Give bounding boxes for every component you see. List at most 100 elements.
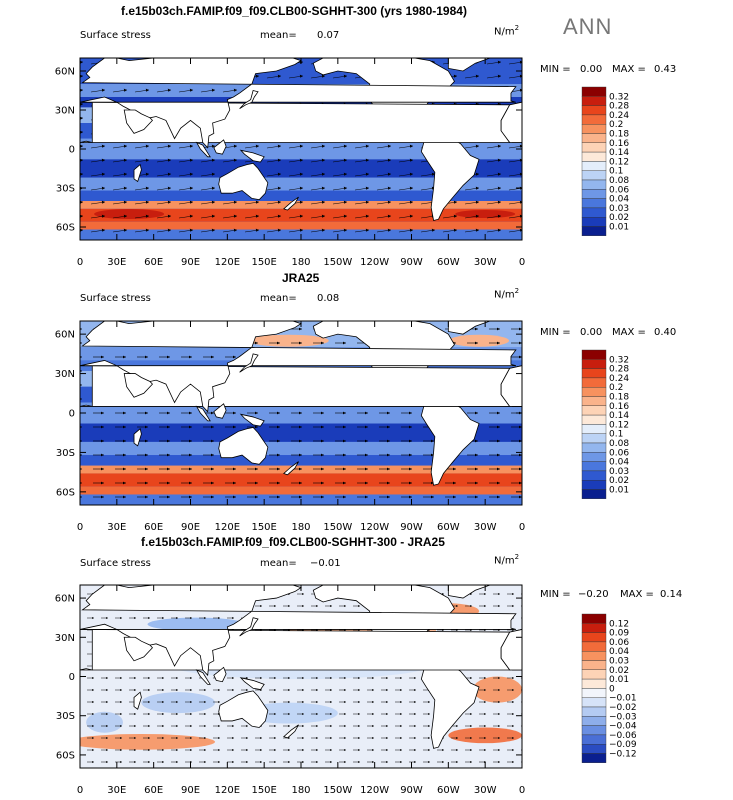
x-tick-label: 120W [360,522,389,533]
anomaly-region [165,647,437,680]
panel1-max: 0.43 [654,64,677,75]
stress-band [80,138,522,160]
stress-band [80,107,522,123]
ocean-field [80,58,522,240]
y-tick-label: 60N [55,67,75,78]
anomaly-region [86,711,123,733]
colorbar-1: 0.320.280.240.20.180.160.140.120.10.080.… [581,86,629,237]
land-australia [218,427,269,465]
panel2-max: 0.40 [654,327,677,338]
panel1-min-label: MIN = [540,64,571,75]
colorbar-segment [581,161,607,171]
stress-band [80,321,522,348]
colorbar-label: 0.16 [609,402,629,412]
land-madagascar [133,428,142,447]
land-new-zealand [283,724,299,739]
x-tick-label: 150E [251,522,276,533]
x-tick-label: 0 [77,785,83,796]
colorbar-label: 0.12 [609,420,629,430]
colorbar-segment [581,480,607,490]
colorbar-label: 0.04 [609,195,629,205]
panel3-max: 0.14 [660,589,683,600]
stress-band [80,386,522,403]
y-tick-label: 30S [56,448,75,459]
x-tick-label: 150W [323,522,352,533]
colorbar-label: 0.1 [609,430,623,440]
x-tick-label: 30W [474,785,497,796]
stress-band [80,84,522,97]
colorbar-label: 0.32 [609,92,629,102]
land-africa-west [80,629,511,671]
land-madagascar [133,163,142,183]
panel3-min: −0.20 [578,589,609,600]
land-south-america [420,396,480,486]
y-tick-label: 30N [55,106,75,117]
colorbar-segment [581,433,607,444]
y-tick-label: 30S [56,711,75,722]
colorbar-segment [581,96,607,106]
stress-band [80,159,522,178]
x-tick-label: 150W [323,257,352,268]
colorbar-segment [581,623,607,633]
colorbar-label: 0.01 [609,223,629,233]
land-central-america [400,123,429,141]
land-antarctica [80,239,522,240]
panel1-mean: 0.07 [317,30,340,41]
colorbar-label: 0.16 [609,139,629,149]
colorbar-label: 0.12 [609,619,629,629]
colorbar-segment [581,349,607,360]
colorbar-label: 0.06 [609,185,629,195]
x-tick-label: 90W [400,257,423,268]
land-new-guinea [239,677,265,691]
x-tick-label: 0 [77,522,83,533]
colorbar-label: 0.02 [609,213,629,223]
colorbar-segment [581,613,607,624]
y-tick-label: 30N [55,633,75,644]
land-africa-east-edge [500,101,522,143]
colorbar-segment [581,170,607,181]
colorbar-label: 0.1 [609,167,623,177]
colorbar-segment [581,189,607,199]
anomaly-region [417,603,480,619]
colorbar-segment [581,641,607,652]
colorbar-label: 0.08 [609,176,629,186]
y-tick-label: 0 [69,409,75,420]
panel3-max-label: MAX = [620,589,654,600]
stress-max-so-atl [455,210,516,218]
land-arabia [123,373,153,398]
colorbar-label: 0.2 [609,120,623,130]
x-tick-label: 120W [360,257,389,268]
colorbar-label: 0.24 [609,374,629,384]
stress-band [80,177,522,191]
land-borneo [213,403,227,419]
colorbar-label: −0.06 [609,731,637,741]
x-tick-label: 30E [107,257,126,268]
colorbar-segment [581,669,607,680]
y-tick-label: 60S [56,223,75,234]
map-panel-1: 60N 30N 0 30S 60S 0 30E 60E 90E 120E 150E 180 150W 12… [55,57,525,268]
stress-band [80,208,522,222]
land-africa [499,629,522,671]
season-label: ANN [563,14,613,39]
panel1-variable: Surface stress [80,30,151,41]
x-tick-label: 120W [360,785,389,796]
colorbar-label: 0.03 [609,204,629,214]
y-tick-label: 30S [56,184,75,195]
anomaly-region [448,727,522,744]
land-new-guinea [239,413,265,427]
colorbar-segment [581,368,607,379]
x-tick-label: 60W [437,522,460,533]
stress-band [80,473,522,487]
colorbar-label: −0.02 [609,703,637,713]
wind-stress-vectors [80,585,522,768]
colorbar-segment [581,216,607,227]
land-africa-east-edge [500,365,522,407]
anomaly-region [141,692,216,714]
colorbar-label: 0.01 [609,486,629,496]
x-tick-label: 180 [291,522,310,533]
land-central-america [400,651,429,668]
x-tick-label: 60W [437,785,460,796]
stress-band [80,123,522,139]
colorbar-segment [581,725,607,736]
